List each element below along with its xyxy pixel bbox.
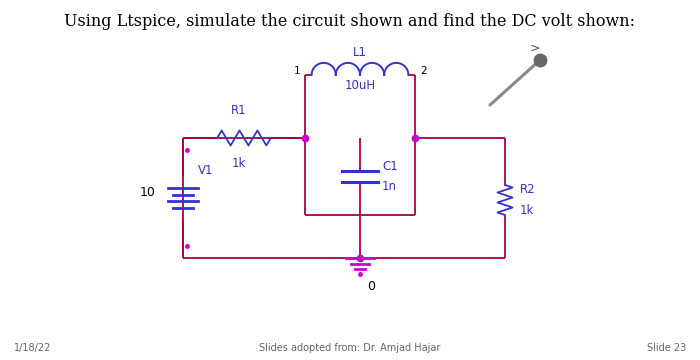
Text: R1: R1 bbox=[231, 104, 247, 117]
Text: L1: L1 bbox=[353, 46, 367, 59]
Text: 1/18/22: 1/18/22 bbox=[14, 343, 51, 353]
Text: 10uH: 10uH bbox=[344, 79, 376, 92]
Text: Slides adopted from: Dr. Amjad Hajar: Slides adopted from: Dr. Amjad Hajar bbox=[259, 343, 441, 353]
Text: R2: R2 bbox=[520, 184, 536, 197]
Text: 10: 10 bbox=[140, 186, 156, 199]
Text: 1: 1 bbox=[293, 66, 300, 76]
Text: Slide 23: Slide 23 bbox=[647, 343, 686, 353]
Text: 1n: 1n bbox=[382, 180, 397, 193]
Text: 0: 0 bbox=[367, 279, 375, 292]
Text: Using Ltspice, simulate the circuit shown and find the DC volt shown:: Using Ltspice, simulate the circuit show… bbox=[64, 13, 636, 30]
Text: C1: C1 bbox=[382, 160, 398, 173]
Text: 1k: 1k bbox=[232, 157, 246, 170]
Text: 1k: 1k bbox=[520, 203, 534, 216]
Text: 2: 2 bbox=[420, 66, 426, 76]
Text: V1: V1 bbox=[198, 163, 214, 176]
Text: >: > bbox=[530, 41, 540, 54]
